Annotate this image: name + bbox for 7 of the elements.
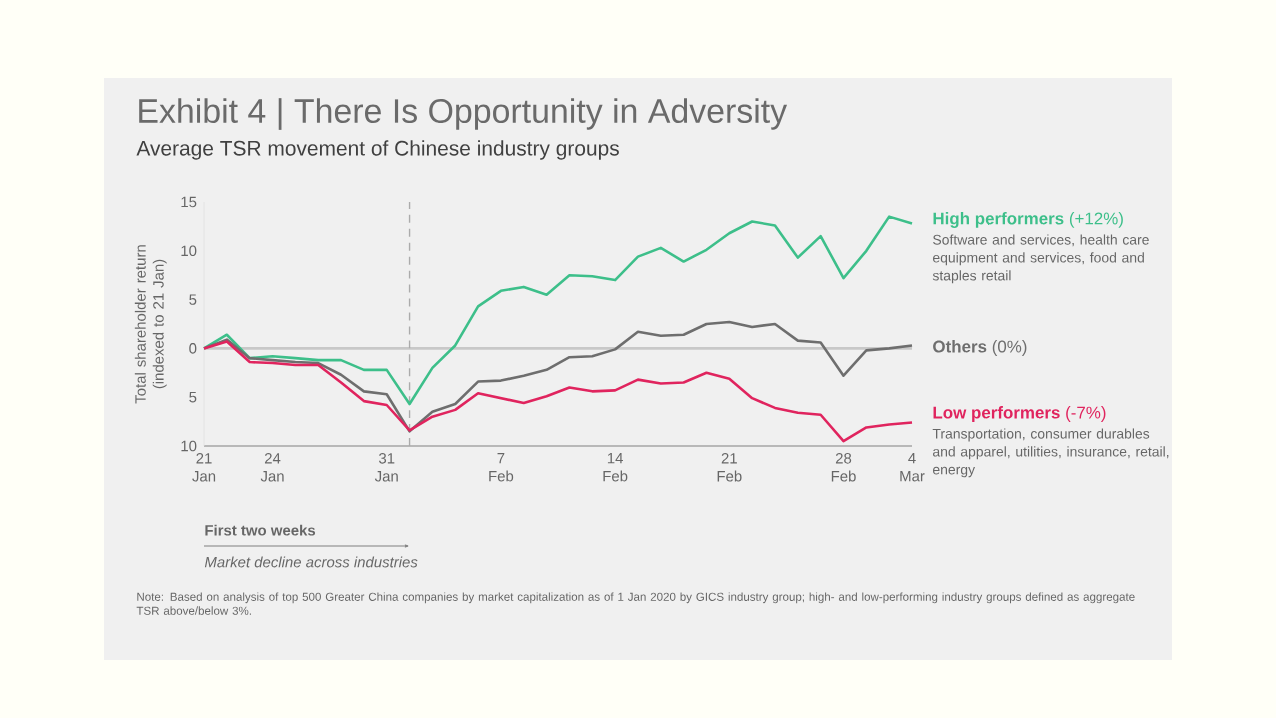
line-series <box>202 215 914 406</box>
series-label: Others (0%) <box>933 340 1027 356</box>
series-label: High performers (+12%) <box>933 212 1123 228</box>
series-label: Low performers (-7%) <box>933 406 1106 422</box>
line-series <box>202 320 914 433</box>
chart-subtitle: Average TSR movement of Chinese industry groups <box>136 140 619 160</box>
chart-title: Exhibit 4 | There Is Opportunity in Adversity <box>139 98 788 130</box>
